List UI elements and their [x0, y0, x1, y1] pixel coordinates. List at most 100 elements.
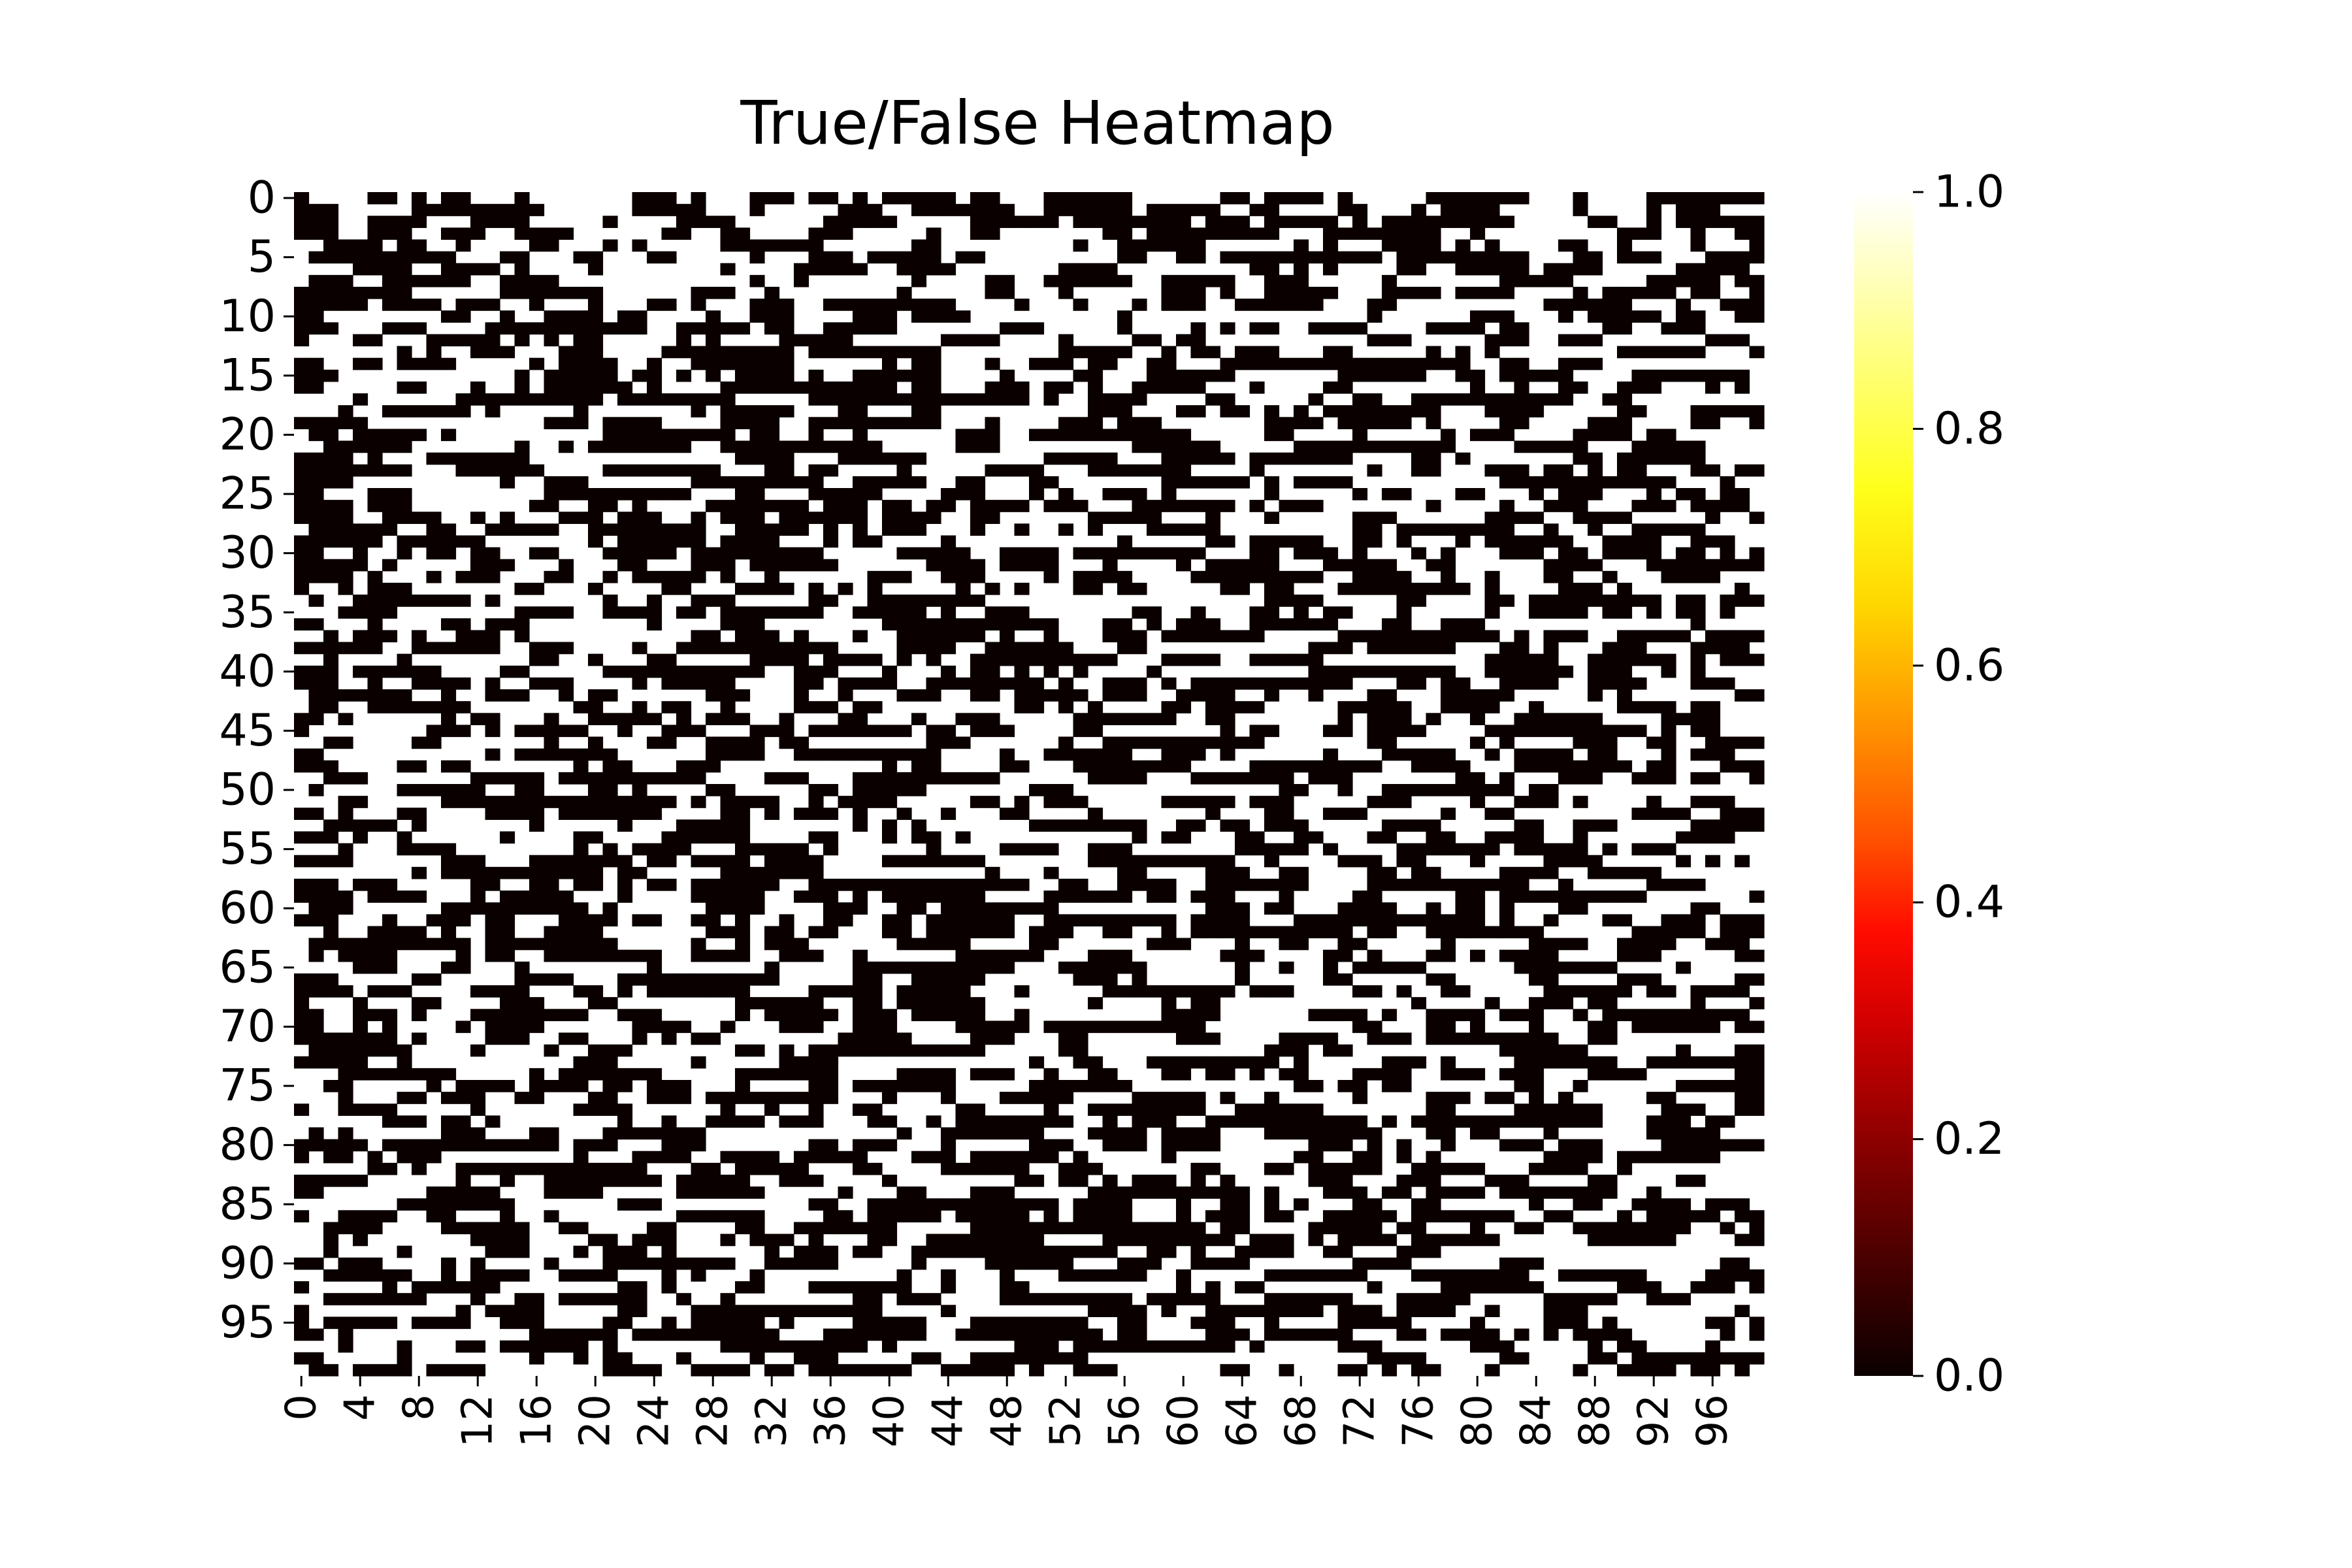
heatmap-cell	[514, 630, 530, 643]
heatmap-cell	[308, 689, 324, 702]
heatmap-cell	[853, 405, 868, 417]
heatmap-cell	[1337, 417, 1368, 429]
heatmap-cell	[1249, 949, 1265, 962]
heatmap-cell	[691, 1174, 706, 1187]
colorbar-tick-label: 0.0	[1934, 1350, 2004, 1402]
heatmap-cell	[691, 547, 721, 560]
heatmap-cell	[1043, 926, 1059, 939]
heatmap-cell	[941, 677, 986, 690]
heatmap-cell	[661, 1316, 677, 1330]
heatmap-cell	[1749, 890, 1765, 903]
heatmap-cell	[853, 997, 883, 1009]
heatmap-cell	[1426, 914, 1441, 927]
heatmap-cell	[1249, 452, 1294, 465]
heatmap-cell	[1705, 535, 1721, 548]
heatmap-cell	[1441, 926, 1471, 939]
heatmap-cell	[720, 216, 736, 228]
heatmap-cell	[1279, 653, 1294, 666]
heatmap-cell	[1279, 890, 1294, 903]
heatmap-cell	[529, 1162, 559, 1175]
heatmap-cell	[1294, 1032, 1309, 1045]
heatmap-cell	[1588, 1151, 1603, 1164]
heatmap-cell	[1720, 760, 1765, 773]
heatmap-cell	[632, 1364, 647, 1377]
heatmap-cell	[367, 440, 383, 453]
heatmap-cell	[1279, 1233, 1294, 1247]
heatmap-cell	[1470, 1162, 1486, 1175]
heatmap-cell	[1073, 1328, 1103, 1341]
heatmap-cell	[1602, 985, 1633, 998]
heatmap-cell	[1484, 251, 1500, 264]
heatmap-cell	[1220, 559, 1250, 572]
heatmap-cell	[676, 772, 692, 785]
heatmap-cell	[1749, 227, 1765, 240]
heatmap-cell	[470, 512, 486, 524]
heatmap-cell	[588, 1233, 618, 1247]
heatmap-cell	[808, 748, 824, 761]
heatmap-cell	[1690, 547, 1706, 560]
heatmap-cell	[412, 736, 427, 749]
heatmap-cell	[1102, 736, 1147, 749]
heatmap-cell	[1735, 1139, 1765, 1152]
heatmap-cell	[1720, 369, 1750, 382]
heatmap-cell	[985, 393, 1015, 406]
heatmap-cell	[529, 1068, 545, 1081]
heatmap-cell	[1455, 286, 1515, 299]
heatmap-cell	[896, 192, 912, 204]
heatmap-cell	[1337, 630, 1456, 643]
heatmap-cell	[1529, 595, 1544, 607]
heatmap-cell	[1382, 796, 1412, 808]
heatmap-cell	[1264, 570, 1309, 583]
heatmap-cell	[1043, 381, 1059, 394]
heatmap-cell	[955, 251, 971, 264]
heatmap-cell	[514, 204, 530, 216]
heatmap-cell	[1514, 1103, 1544, 1116]
heatmap-cell	[500, 902, 530, 915]
heatmap-cell	[1249, 570, 1265, 583]
heatmap-cell	[338, 1210, 368, 1223]
heatmap-cell	[1631, 452, 1647, 465]
heatmap-cell	[970, 1316, 986, 1330]
heatmap-cell	[1249, 760, 1265, 773]
heatmap-cell	[308, 322, 339, 335]
heatmap-cell	[338, 843, 353, 856]
heatmap-cell	[955, 831, 971, 844]
heatmap-cell	[691, 1210, 706, 1223]
heatmap-cell	[1367, 878, 1382, 891]
heatmap-cell	[1617, 452, 1633, 465]
heatmap-cell	[1720, 1198, 1750, 1211]
heatmap-cell	[749, 417, 765, 429]
heatmap-cell	[1573, 595, 1588, 607]
heatmap-cell	[1441, 985, 1456, 998]
heatmap-cell	[1631, 926, 1662, 939]
heatmap-cell	[1676, 310, 1706, 323]
heatmap-cell	[1073, 582, 1103, 595]
heatmap-cell	[779, 1056, 809, 1069]
heatmap-cell	[1073, 1056, 1088, 1069]
heatmap-cell	[1735, 689, 1750, 702]
heatmap-cell	[838, 1222, 898, 1235]
heatmap-cell	[1573, 1056, 1588, 1069]
heatmap-cell	[1176, 618, 1206, 631]
heatmap-cell	[779, 500, 809, 512]
heatmap-cell	[1441, 440, 1456, 453]
heatmap-cell	[1264, 1115, 1280, 1128]
heatmap-cell	[1617, 1162, 1633, 1175]
heatmap-cell	[573, 334, 604, 347]
heatmap-cell	[1220, 630, 1265, 643]
heatmap-cell	[1382, 286, 1441, 299]
heatmap-cell	[353, 523, 383, 536]
heatmap-cell	[1441, 914, 1471, 927]
heatmap-cell	[808, 393, 824, 406]
heatmap-cell	[1646, 760, 1676, 773]
heatmap-cell	[1264, 417, 1309, 429]
heatmap-cell	[455, 464, 530, 477]
heatmap-cell	[1073, 1151, 1088, 1164]
heatmap-cell	[1646, 1198, 1676, 1211]
heatmap-cell	[1073, 760, 1147, 773]
heatmap-cell	[294, 1174, 324, 1187]
heatmap-cell	[441, 713, 457, 725]
heatmap-cell	[1411, 677, 1427, 690]
heatmap-cell	[1455, 689, 1471, 702]
heatmap-cell	[691, 429, 706, 442]
